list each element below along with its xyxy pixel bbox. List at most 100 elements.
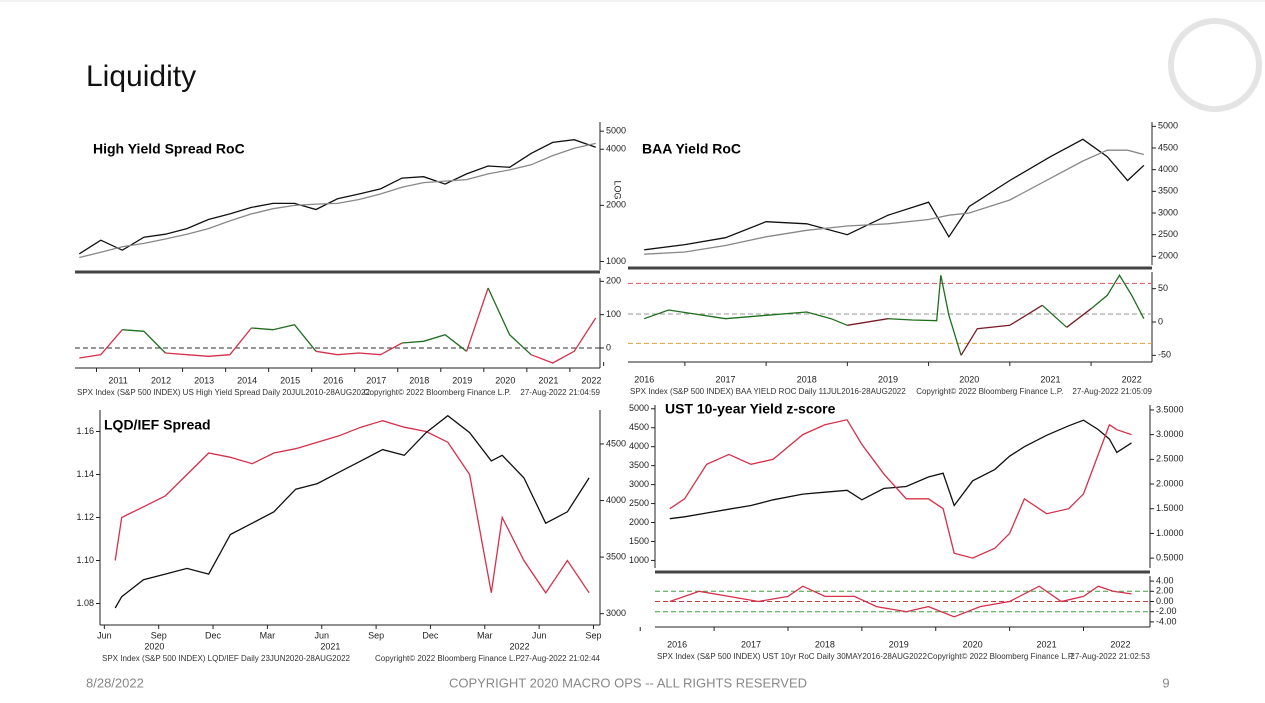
x-tick-label: 2022 bbox=[1122, 374, 1142, 384]
x-tick-label: 2016 bbox=[323, 375, 343, 385]
y-tick-label: 4000 bbox=[606, 495, 626, 505]
slide-date: 8/28/2022 bbox=[86, 675, 144, 690]
y-tick-label: 2000 bbox=[606, 200, 626, 210]
y-tick-label: 3.5000 bbox=[1156, 404, 1184, 414]
x-tick-label: 2018 bbox=[815, 639, 835, 649]
y-tick-label: 2.00 bbox=[1156, 586, 1174, 596]
y-tick-label: 3500 bbox=[606, 551, 626, 561]
series-line bbox=[79, 142, 596, 259]
series-line bbox=[960, 304, 1043, 356]
y-tick-label: 4.00 bbox=[1156, 575, 1174, 585]
y-tick-label: 2000 bbox=[1158, 251, 1178, 261]
series-line bbox=[465, 287, 489, 352]
y-tick-label: 2000 bbox=[629, 517, 649, 527]
page-number: 9 bbox=[1162, 675, 1169, 690]
x-tick-label: 2016 bbox=[634, 374, 654, 384]
x-tick-label: 2012 bbox=[151, 375, 171, 385]
timestamp: 27-Aug-2022 21:04:59 bbox=[520, 388, 600, 397]
series-line bbox=[669, 585, 1132, 618]
x-tick-label: 2022 bbox=[1110, 639, 1130, 649]
y-tick-label: 1.0000 bbox=[1156, 528, 1184, 538]
panel-title: LQD/IEF Spread bbox=[104, 417, 211, 433]
x-tick-label: Dec bbox=[205, 630, 222, 640]
x-tick-label: 2021 bbox=[538, 375, 558, 385]
y-tick-label: 1.12 bbox=[76, 512, 94, 522]
series-line bbox=[251, 323, 317, 352]
y-tick-label: 3000 bbox=[606, 608, 626, 618]
x-tick-label: 2021 bbox=[1037, 639, 1057, 649]
series-line bbox=[487, 287, 532, 356]
y-tick-label: 3.0000 bbox=[1156, 429, 1184, 439]
slide-copyright: COPYRIGHT 2020 MACRO OPS -- ALL RIGHTS R… bbox=[449, 675, 807, 690]
series-line bbox=[887, 275, 962, 356]
x-tick-label: 2016 bbox=[667, 639, 687, 649]
x-tick-label: Sep bbox=[585, 630, 601, 640]
y-tick-label: 2.0000 bbox=[1156, 478, 1184, 488]
series-line bbox=[530, 317, 597, 364]
y-tick-label: 1.16 bbox=[76, 426, 94, 436]
y-tick-label: 2.5000 bbox=[1156, 454, 1184, 464]
y-tick-label: 5000 bbox=[606, 126, 626, 136]
y-tick-label: 5000 bbox=[629, 403, 649, 413]
series-line bbox=[1041, 304, 1068, 328]
y-tick-label: 50 bbox=[1158, 283, 1168, 293]
source-note: SPX Index (S&P 500 INDEX) LQD/IEF Daily … bbox=[102, 654, 351, 663]
source-copyright: Copyright© 2022 Bloomberg Finance L.P. bbox=[916, 387, 1063, 396]
x-major-label: 2022 bbox=[510, 641, 530, 651]
y-tick-label: 4000 bbox=[1158, 164, 1178, 174]
y-tick-label: -50 bbox=[1158, 350, 1171, 360]
x-tick-label: 2018 bbox=[409, 375, 429, 385]
x-tick-label: 2014 bbox=[237, 375, 257, 385]
x-tick-label: 2015 bbox=[280, 375, 300, 385]
y-tick-label: 0.5000 bbox=[1156, 552, 1184, 562]
y-tick-label: 1.10 bbox=[76, 555, 94, 565]
y-tick-label: 1000 bbox=[606, 256, 626, 266]
series-line bbox=[315, 342, 403, 356]
series-line bbox=[1090, 274, 1145, 320]
x-major-label: 2020 bbox=[144, 641, 164, 651]
x-tick-label: 2020 bbox=[963, 639, 983, 649]
y-tick-label: 0 bbox=[1158, 316, 1163, 326]
x-tick-label: Jun bbox=[532, 630, 547, 640]
y-tick-label: 1.14 bbox=[76, 469, 94, 479]
x-tick-label: 2020 bbox=[495, 375, 515, 385]
y-tick-label: 4500 bbox=[1158, 142, 1178, 152]
x-tick-label: 2020 bbox=[959, 374, 979, 384]
y-tick-label: 3500 bbox=[629, 460, 649, 470]
y-tick-label: 4000 bbox=[606, 144, 626, 154]
timestamp: 27-Aug-2022 21:05:09 bbox=[1072, 387, 1152, 396]
y-tick-label: 4500 bbox=[606, 438, 626, 448]
series-line bbox=[401, 333, 467, 352]
y-tick-label: -4.00 bbox=[1156, 616, 1177, 626]
x-tick-label: Sep bbox=[368, 630, 384, 640]
x-major-label: 2021 bbox=[320, 641, 340, 651]
x-tick-label: 2019 bbox=[452, 375, 472, 385]
x-tick-label: 2017 bbox=[366, 375, 386, 385]
series-line bbox=[644, 149, 1145, 255]
series-line bbox=[114, 414, 590, 609]
series-line bbox=[165, 327, 252, 357]
y-tick-label: 100 bbox=[606, 309, 621, 319]
y-tick-label: 3500 bbox=[1158, 186, 1178, 196]
series-line bbox=[847, 318, 889, 326]
source-copyright: Copyright© 2022 Bloomberg Finance L.P. bbox=[927, 652, 1074, 661]
series-line bbox=[669, 419, 1132, 520]
x-tick-label: 2019 bbox=[889, 639, 909, 649]
axis-note: LOG bbox=[613, 180, 623, 199]
y-tick-label: -2.00 bbox=[1156, 606, 1177, 616]
y-tick-label: 2500 bbox=[629, 498, 649, 508]
x-tick-label: 2018 bbox=[797, 374, 817, 384]
series-line bbox=[78, 139, 596, 255]
y-tick-label: 0.00 bbox=[1156, 596, 1174, 606]
logo-ring bbox=[1168, 18, 1262, 112]
x-tick-label: Dec bbox=[422, 630, 439, 640]
x-tick-label: Mar bbox=[260, 630, 276, 640]
y-tick-label: 1500 bbox=[629, 536, 649, 546]
timestamp: 27-Aug-2022 21:02:53 bbox=[1070, 652, 1150, 661]
y-tick-label: 2500 bbox=[1158, 229, 1178, 239]
y-tick-label: 3000 bbox=[629, 479, 649, 489]
y-tick-label: 3000 bbox=[1158, 207, 1178, 217]
panel-title: High Yield Spread RoC bbox=[93, 141, 245, 157]
series-line bbox=[79, 329, 123, 359]
